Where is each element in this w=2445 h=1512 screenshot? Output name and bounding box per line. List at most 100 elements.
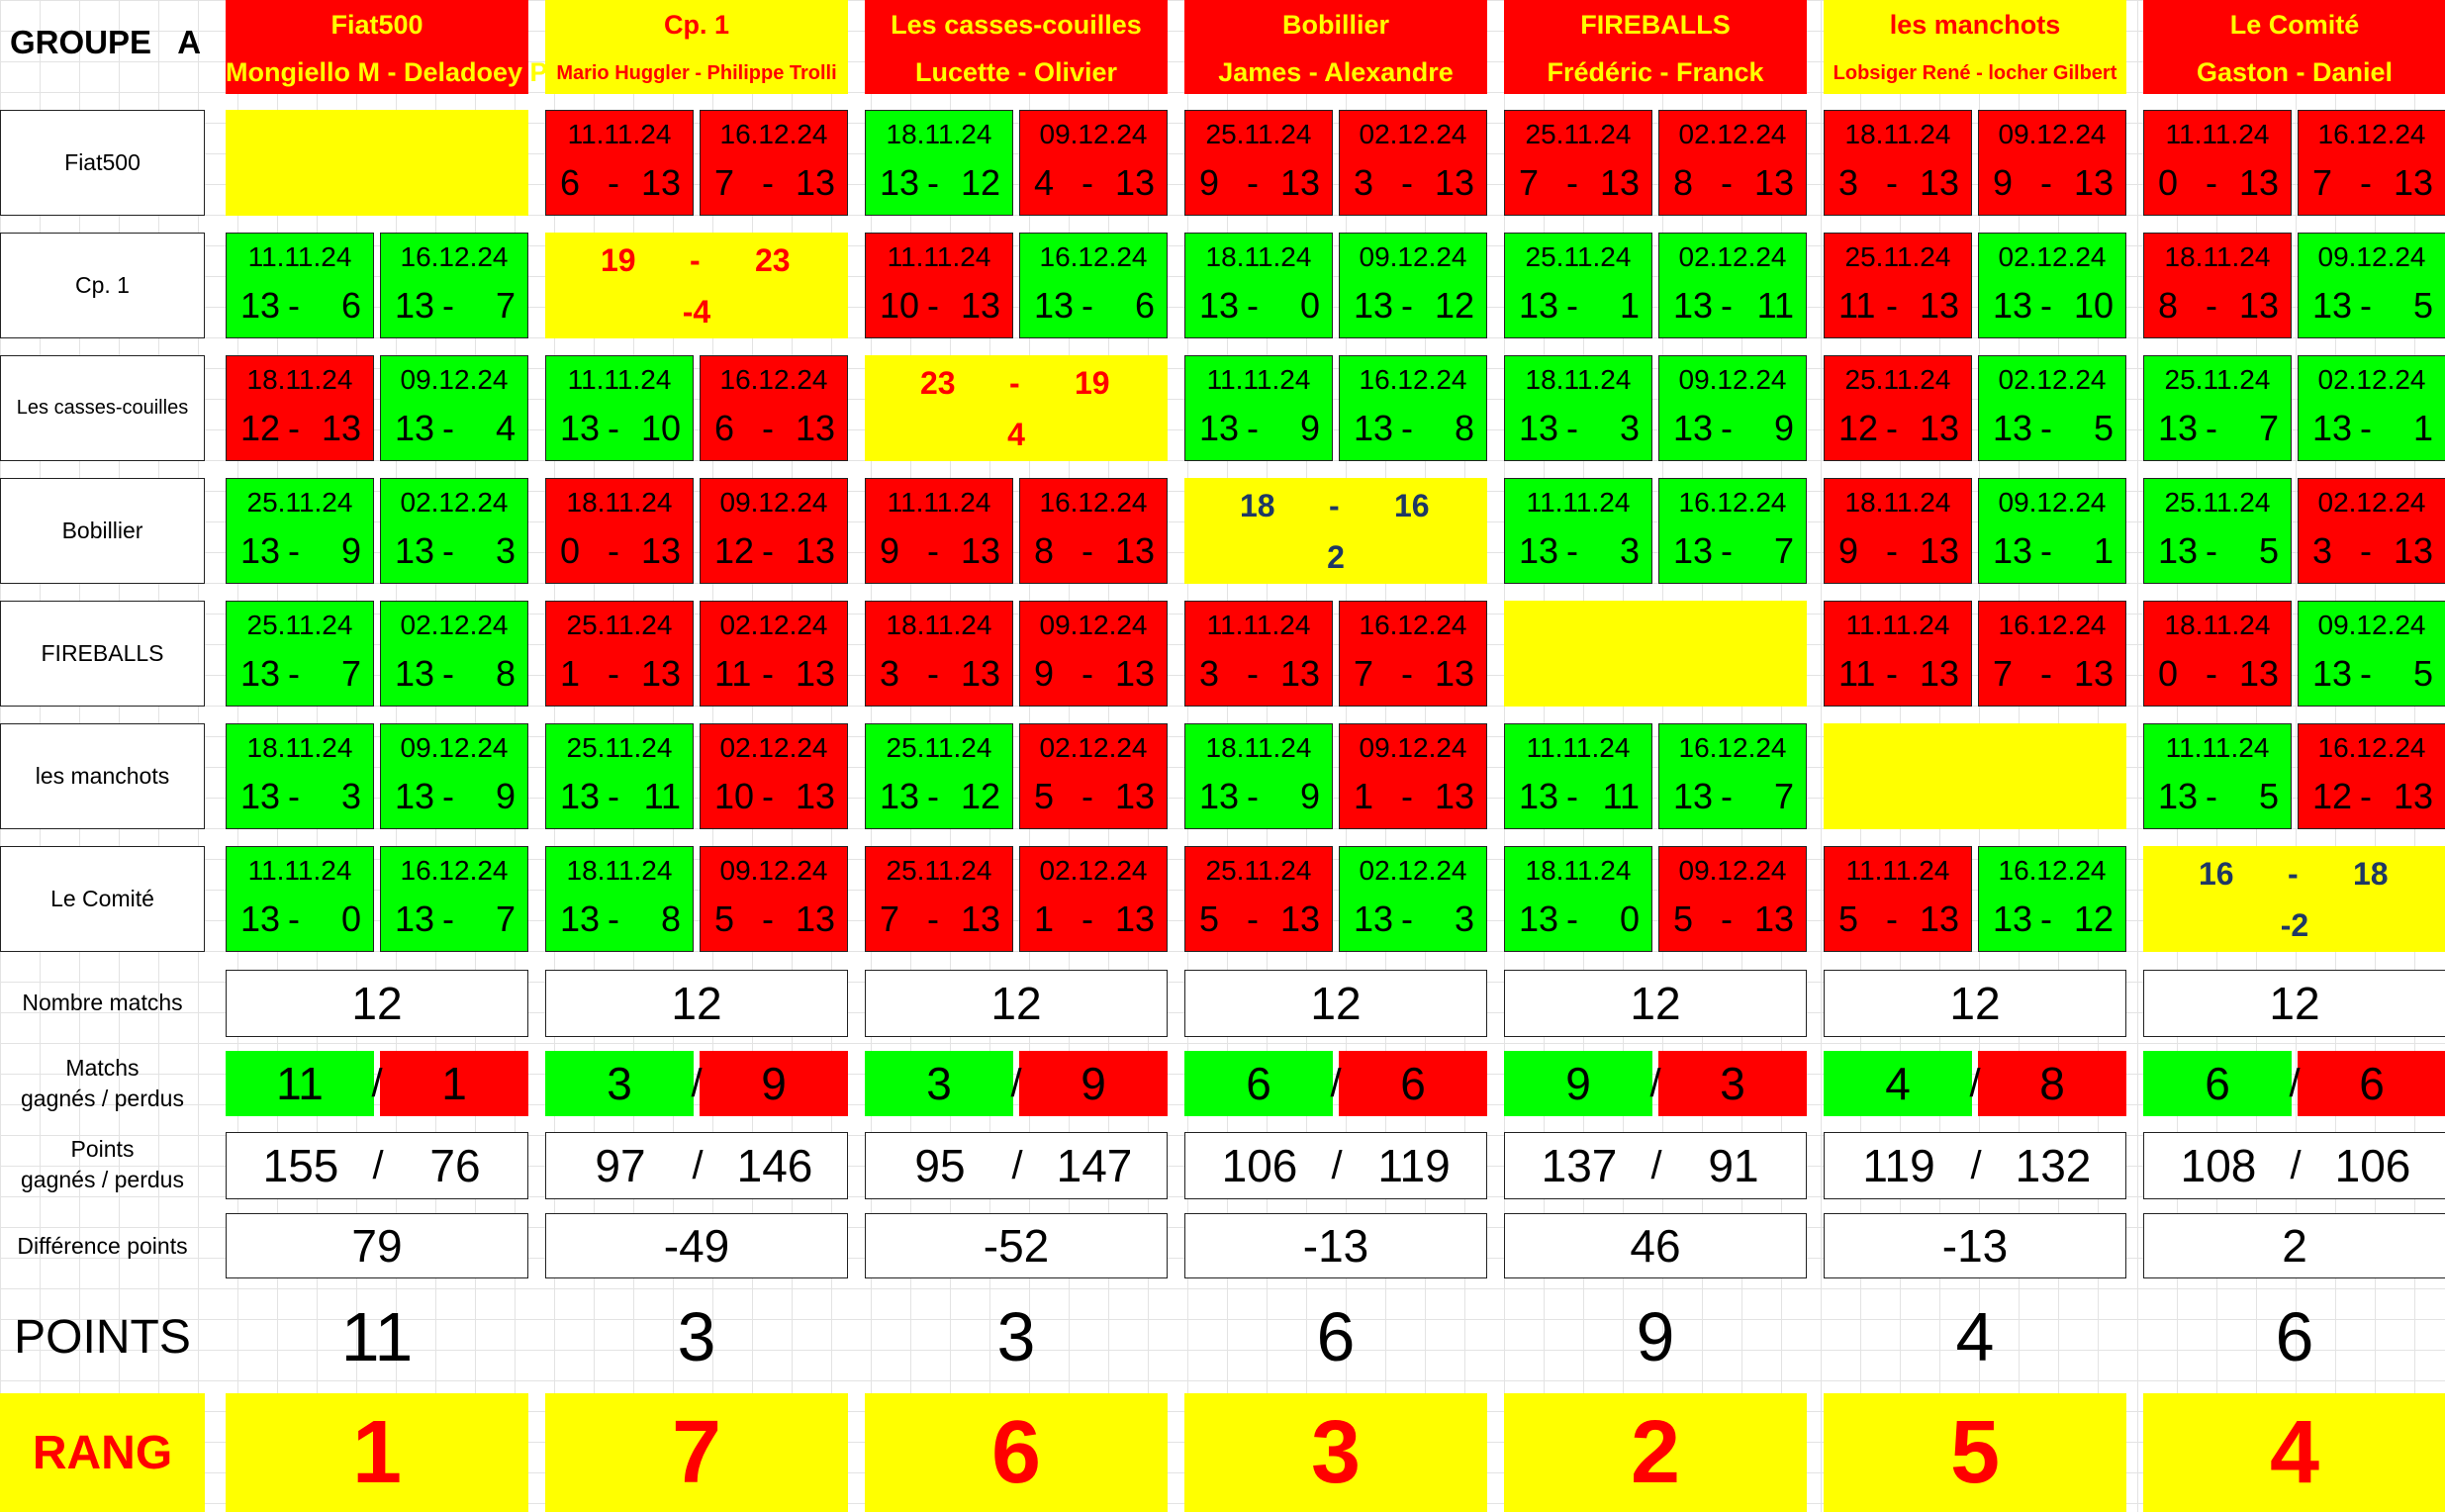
score-away: 1: [2412, 408, 2433, 448]
match-result: 11.11.24 6-13: [545, 110, 694, 216]
empty-cell: [1824, 723, 2126, 829]
score-dash: -: [1721, 530, 1733, 571]
match-result: 16.12.24 7-13: [2298, 110, 2445, 216]
score-home: 0: [560, 530, 581, 571]
score-away: 3: [1619, 530, 1640, 571]
score-dash: -: [1886, 898, 1898, 939]
match-date: 11.11.24: [1845, 855, 1950, 886]
score-dash: -: [1081, 898, 1093, 939]
score-dash: -: [1886, 285, 1898, 326]
score-away: 7: [340, 653, 361, 694]
score-away: 13: [960, 898, 1000, 939]
score-dash: -: [2206, 408, 2217, 448]
rank-value: 4: [2143, 1393, 2445, 1512]
score-dash: -: [2040, 408, 2052, 448]
match-date: 11.11.24: [2165, 119, 2270, 149]
score-away: 13: [1279, 653, 1320, 694]
score-dash: -: [2360, 530, 2372, 571]
points-scored: 16: [2199, 856, 2234, 892]
points-conceded: 18: [2353, 856, 2389, 892]
dash: -: [1329, 488, 1340, 523]
team-header: FIREBALLS Frédéric - Franck: [1504, 0, 1807, 94]
match-result: 02.12.24 13-10: [1978, 233, 2126, 338]
match-result: 18.11.24 8-13: [2143, 233, 2292, 338]
match-date: 11.11.24: [567, 364, 672, 395]
score-home: 3: [1199, 653, 1220, 694]
self-summary-cell: 16 - 18 -2: [2143, 846, 2445, 952]
score-away: 13: [1599, 162, 1640, 203]
match-date: 25.11.24: [1205, 119, 1312, 149]
score-away: 3: [495, 530, 516, 571]
score-home: 13: [395, 898, 435, 939]
match-result: 11.11.24 11-13: [1824, 601, 1972, 707]
match-date: 25.11.24: [2164, 487, 2271, 518]
score-away: 11: [643, 776, 681, 816]
match-date: 18.11.24: [246, 732, 353, 763]
score-away: 13: [640, 653, 681, 694]
points-won: 108: [2180, 1140, 2257, 1191]
score-home: 5: [714, 898, 735, 939]
match-result: 18.11.24 13-3: [1504, 355, 1652, 461]
score-away: 7: [495, 285, 516, 326]
match-date: 16.12.24: [1359, 364, 1467, 395]
matches-won: 4: [1824, 1051, 1972, 1116]
stat-label-rank: RANG: [0, 1393, 205, 1512]
score-away: 13: [1919, 530, 1959, 571]
match-result: 18.11.24 9-13: [1824, 478, 1972, 584]
score-away: 0: [1299, 285, 1320, 326]
match-result: 09.12.24 12-13: [700, 478, 848, 584]
score-home: 4: [1034, 162, 1055, 203]
score-away: 13: [1114, 653, 1155, 694]
separator: /: [1331, 1143, 1343, 1187]
score-away: 13: [1434, 162, 1474, 203]
match-date: 02.12.24: [2317, 487, 2426, 518]
match-result: 09.12.24 13- 4: [380, 355, 528, 461]
match-result: 09.12.24 5-13: [700, 846, 848, 952]
matches-lost: 3: [1658, 1051, 1807, 1116]
team-header: Cp. 1 Mario Huggler - Philippe Trolli: [545, 0, 848, 94]
score-dash: -: [288, 653, 300, 694]
separator: /: [1010, 1061, 1022, 1105]
stat-label-points-total: POINTS: [14, 1310, 191, 1364]
score-dash: -: [1081, 285, 1093, 326]
score-away: 9: [495, 776, 516, 816]
points-difference: -2: [2280, 907, 2309, 943]
match-result: 18.11.24 13-3: [226, 723, 374, 829]
score-dash: -: [927, 285, 939, 326]
team-header: Les casses-couilles Lucette - Olivier: [865, 0, 1168, 94]
match-result: 25.11.24 13-9: [226, 478, 374, 584]
match-date: 25.11.24: [1525, 241, 1632, 272]
score-home: 10: [714, 776, 755, 816]
score-dash: -: [1886, 653, 1898, 694]
won-lost-bar: 11 1/: [226, 1051, 528, 1116]
score-dash: -: [1566, 898, 1578, 939]
won-lost-bar: 9 3/: [1504, 1051, 1807, 1116]
score-dash: -: [1401, 653, 1413, 694]
points-scored: 19: [601, 242, 636, 278]
match-date: 11.11.24: [247, 241, 352, 272]
score-away: 13: [795, 898, 835, 939]
score-home: 12: [2312, 776, 2353, 816]
stat-label-won-lost: Matchs gagnés / perdus: [21, 1055, 184, 1111]
match-date: 25.11.24: [246, 487, 353, 518]
matches-count: 12: [865, 970, 1168, 1037]
score-home: 7: [2312, 162, 2333, 203]
match-date: 18.11.24: [1525, 364, 1632, 395]
match-result: 11.11.24 0-13: [2143, 110, 2292, 216]
score-dash: -: [762, 898, 774, 939]
match-result: 11.11.24 3-13: [1184, 601, 1333, 707]
score-home: 13: [240, 530, 281, 571]
score-away: 13: [1919, 653, 1959, 694]
score-dash: -: [1081, 776, 1093, 816]
score-dash: -: [1081, 162, 1093, 203]
match-date: 16.12.24: [1359, 610, 1467, 640]
match-date: 18.11.24: [1205, 732, 1312, 763]
match-result: 02.12.24 13- 5: [1978, 355, 2126, 461]
score-away: 13: [2393, 162, 2433, 203]
row-team-label: Les casses-couilles: [0, 355, 205, 461]
match-date: 09.12.24: [2317, 610, 2426, 640]
match-result: 09.12.24 1-13: [1339, 723, 1487, 829]
match-date: 16.12.24: [719, 364, 828, 395]
match-date: 25.11.24: [566, 610, 673, 640]
match-date: 09.12.24: [2317, 241, 2426, 272]
